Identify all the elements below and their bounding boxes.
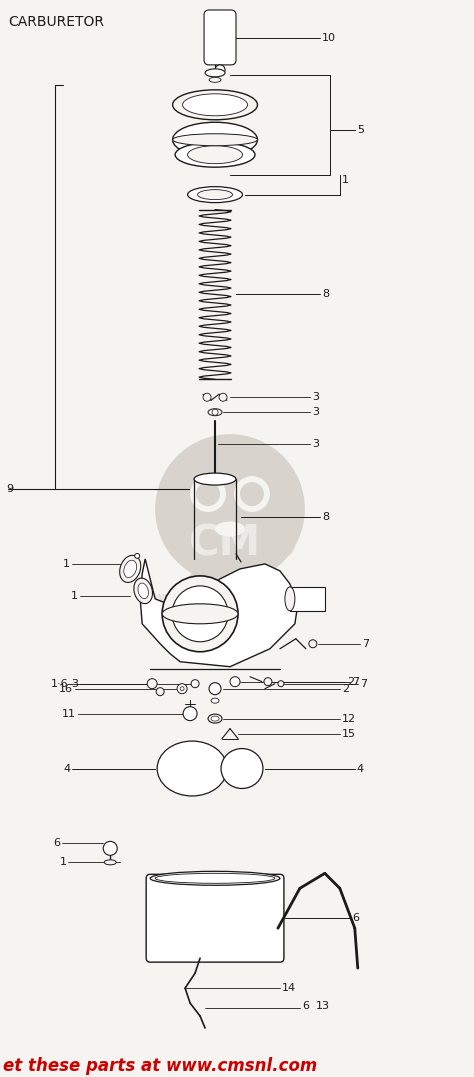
Text: 16: 16 <box>59 684 73 694</box>
Text: 9: 9 <box>7 484 14 494</box>
FancyBboxPatch shape <box>204 10 236 65</box>
Text: 2: 2 <box>347 676 354 687</box>
Text: 11: 11 <box>62 709 76 718</box>
Circle shape <box>264 677 272 686</box>
Text: 12: 12 <box>342 714 356 724</box>
Ellipse shape <box>134 578 153 603</box>
Text: 7: 7 <box>360 679 367 688</box>
Text: 6: 6 <box>54 838 60 849</box>
Ellipse shape <box>182 94 247 115</box>
Circle shape <box>155 434 305 584</box>
Text: 4: 4 <box>357 764 364 773</box>
Circle shape <box>177 684 187 694</box>
Circle shape <box>240 482 264 506</box>
Circle shape <box>220 142 226 148</box>
Text: 1: 1 <box>59 857 66 867</box>
Text: 1: 1 <box>64 559 70 569</box>
Text: 1: 1 <box>342 174 349 184</box>
Ellipse shape <box>205 69 225 76</box>
Text: 4: 4 <box>63 764 70 773</box>
Text: 8: 8 <box>322 512 329 521</box>
Polygon shape <box>140 559 298 667</box>
Text: 3: 3 <box>312 439 319 449</box>
Ellipse shape <box>208 714 222 723</box>
Ellipse shape <box>188 186 243 202</box>
Circle shape <box>219 393 227 402</box>
Text: 8: 8 <box>322 290 329 299</box>
Circle shape <box>147 679 157 688</box>
Circle shape <box>278 681 284 687</box>
FancyBboxPatch shape <box>146 875 284 962</box>
Bar <box>290 587 325 611</box>
Ellipse shape <box>173 123 257 157</box>
Ellipse shape <box>138 583 148 599</box>
Circle shape <box>212 409 218 416</box>
Circle shape <box>135 554 140 559</box>
Text: 6: 6 <box>302 1001 309 1011</box>
Circle shape <box>183 707 197 721</box>
Text: 3: 3 <box>312 407 319 417</box>
Ellipse shape <box>211 716 219 722</box>
Ellipse shape <box>215 521 245 536</box>
Circle shape <box>215 65 225 75</box>
Ellipse shape <box>155 873 275 883</box>
Ellipse shape <box>194 473 236 485</box>
Circle shape <box>209 683 221 695</box>
Circle shape <box>203 393 211 402</box>
Circle shape <box>196 482 220 506</box>
Text: WWW.CMSNL.COM: WWW.CMSNL.COM <box>145 593 236 604</box>
Circle shape <box>191 680 199 688</box>
Text: 7: 7 <box>362 639 369 648</box>
Text: 15: 15 <box>342 728 356 739</box>
Text: 1: 1 <box>71 591 78 601</box>
Ellipse shape <box>285 587 295 611</box>
Circle shape <box>103 841 117 855</box>
Ellipse shape <box>173 89 257 120</box>
Circle shape <box>230 676 240 687</box>
Circle shape <box>204 142 210 148</box>
Ellipse shape <box>150 871 280 885</box>
Ellipse shape <box>175 142 255 167</box>
Text: 1·6: 1·6 <box>51 679 68 688</box>
Text: 3: 3 <box>312 392 319 402</box>
Ellipse shape <box>209 78 221 82</box>
Ellipse shape <box>119 556 141 583</box>
Text: et these parts at www.cmsnl.com: et these parts at www.cmsnl.com <box>3 1057 318 1075</box>
Ellipse shape <box>157 741 227 796</box>
Circle shape <box>234 476 270 512</box>
Ellipse shape <box>221 749 263 788</box>
Text: CARBURETOR: CARBURETOR <box>9 15 104 29</box>
Text: 3: 3 <box>71 679 78 688</box>
Circle shape <box>180 687 184 690</box>
Text: 14: 14 <box>282 983 296 993</box>
Text: 6: 6 <box>352 913 359 923</box>
Ellipse shape <box>211 698 219 703</box>
Ellipse shape <box>208 408 222 416</box>
Text: 7: 7 <box>352 676 359 687</box>
Ellipse shape <box>124 560 137 577</box>
Circle shape <box>190 476 226 512</box>
Ellipse shape <box>162 604 238 624</box>
Ellipse shape <box>185 559 275 619</box>
Text: S: S <box>251 506 299 572</box>
Circle shape <box>172 586 228 642</box>
Ellipse shape <box>104 859 116 865</box>
Text: 2: 2 <box>342 684 349 694</box>
Circle shape <box>162 576 238 652</box>
Ellipse shape <box>173 134 257 145</box>
Text: 10: 10 <box>322 33 336 43</box>
Text: 5: 5 <box>357 125 364 135</box>
Ellipse shape <box>188 145 243 164</box>
Text: CM: CM <box>189 523 261 565</box>
Circle shape <box>309 640 317 647</box>
Text: 13: 13 <box>316 1001 330 1011</box>
Circle shape <box>156 688 164 696</box>
Ellipse shape <box>198 190 233 199</box>
